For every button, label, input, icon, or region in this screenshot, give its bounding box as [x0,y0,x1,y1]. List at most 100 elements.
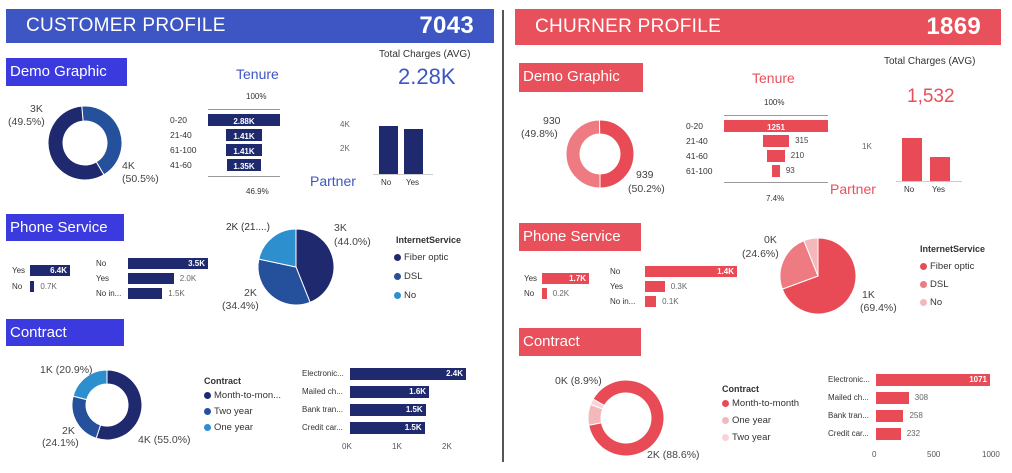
customer-demo-slice-1 [47,105,105,181]
customer-total-charges-label: Total Charges (AVG) [379,49,471,60]
customer-contract-slice-2 [72,369,108,401]
customer-multi-category-1: Yes [96,274,110,283]
customer-internet-legend-label-2: No [404,290,417,301]
customer-partner-axis [373,174,433,175]
customer-phone-value-0: 6.4K [50,266,67,275]
customer-demo-label-a-pct: (49.5%) [8,116,45,128]
churner-contract-legend-label-0: Month-to-month [732,398,800,409]
customer-internet-service-pie-chart [257,228,335,306]
churner-demo-label-a: 930 [543,115,561,127]
churner-contract-legend-label-1: One year [732,415,772,426]
churner-contract-label-top: 0K (8.9%) [555,375,602,387]
customer-contract-label: Contract [6,319,124,346]
churner-payment-value-3: 232 [906,429,921,438]
customer-payment-axis-tick-0: 0K [342,442,352,451]
churner-contract-legend-swatch-0 [722,399,729,407]
churner-payment-category-3: Credit car... [828,429,869,438]
customer-phone-value-1: 0.7K [40,282,57,291]
churner-contract-legend-swatch-2 [722,433,729,441]
churner-contract-slice-0 [588,379,665,457]
churner-payment-bar-2 [876,410,904,422]
churner-internet-service-pie-chart [779,237,857,315]
customer-internet-legend-swatch-1 [394,272,401,280]
customer-internet-label-left-pct: (34.4%) [222,300,259,312]
churner-internet-legend-label-2: No [930,297,943,308]
customer-tenure-bar-3: 1.35K [227,159,261,171]
customer-partner-category-0: No [381,178,392,187]
customer-tenure-value-2: 1.41K [233,147,255,156]
churner-multi-category-2: No in... [610,297,636,306]
churner-phone-service-label: Phone Service [519,223,641,251]
churner-tenure-category-2: 41-60 [686,151,708,161]
customer-internet-label-right-pct: (44.0%) [334,236,371,248]
churner-contract-label: Contract [519,328,641,356]
churner-payment-axis-tick-2: 1000 [982,450,1000,459]
customer-payment-category-2: Bank tran... [302,405,343,414]
customer-tenure-category-1: 21-40 [170,130,192,140]
customer-multi-bar-2 [128,288,163,299]
churner-tenure-category-1: 21-40 [686,136,708,146]
churner-profile-title: CHURNER PROFILE [535,16,722,37]
panel-divider [502,10,504,462]
churner-phone-category-0: Yes [524,274,538,283]
customer-contract-slice-1 [71,395,102,439]
customer-internet-label-left: 2K [244,287,257,299]
churner-partner-title: Partner [830,181,876,197]
churner-payment-category-0: Electronic... [828,375,870,384]
customer-payment-value-3: 1.5K [404,423,422,432]
customer-multi-value-1: 2.0K [179,274,197,283]
customer-internet-legend-swatch-0 [394,253,401,261]
customer-partner-bar-0 [379,125,398,174]
churner-contract-legend-item-2: Two year [722,432,771,443]
customer-payment-axis-tick-1: 1K [392,442,402,451]
customer-multi-value-0: 3.5K [188,259,205,268]
customer-tenure-value-3: 1.35K [233,162,255,171]
customer-contract-legend-swatch-1 [204,407,211,415]
customer-partner-title: Partner [310,173,356,189]
churner-tenure-bar-3 [772,165,780,177]
churner-internet-label-top-pct: (24.6%) [742,248,779,260]
customer-partner-category-1: Yes [406,178,420,187]
churner-tenure-value-2: 210 [790,151,805,160]
churner-internet-legend-title: InternetService [920,244,986,254]
churner-multi-bar-2 [645,296,657,307]
churner-partner-bar-0 [902,137,922,181]
customer-phone-category-0: Yes [12,266,26,275]
churner-phone-category-1: No [524,289,535,298]
customer-tenure-top-pct: 100% [246,92,267,101]
customer-phone-bar-0: 6.4K [30,265,70,276]
customer-contract-label-left: 2K [62,425,75,437]
customer-partner-tick-1: 2K [340,144,350,153]
churner-tenure-bottom-line [724,182,828,183]
churner-total-charges-label: Total Charges (AVG) [884,56,976,67]
churner-internet-legend-swatch-0 [920,262,927,270]
customer-payment-bar-1: 1.6K [350,386,430,398]
churner-tenure-top-line [724,115,828,116]
customer-tenure-bar-0: 2.88K [208,114,280,126]
churner-internet-legend-label-0: Fiber optic [930,261,975,272]
customer-profile-banner: CUSTOMER PROFILE 7043 [6,9,494,43]
churner-internet-label-top: 0K [764,234,777,246]
churner-tenure-bottom-pct: 7.4% [766,194,785,203]
customer-partner-bar-1 [404,128,423,174]
customer-internet-label-right: 3K [334,222,347,234]
churner-internet-legend-item-0: Fiber optic [920,261,974,272]
customer-phone-category-1: No [12,282,23,291]
churner-gender-donut-chart [565,119,635,189]
churner-multi-value-1: 0.3K [670,282,688,291]
churner-tenure-category-3: 61-100 [686,166,713,176]
churner-payment-category-1: Mailed ch... [828,393,869,402]
customer-payment-category-0: Electronic... [302,369,344,378]
customer-tenure-category-2: 61-100 [170,145,197,155]
churner-multi-bar-0: 1.4K [645,266,737,277]
customer-phone-service-label: Phone Service [6,214,124,241]
churner-partner-bar-1 [930,156,950,181]
churner-multi-bar-1 [645,281,665,292]
churner-internet-label-right-pct: (69.4%) [860,302,897,314]
customer-contract-legend-label-1: Two year [214,406,253,417]
churner-contract-label-bottom: 2K (88.6%) [647,449,700,461]
churner-partner-category-0: No [904,185,915,194]
churner-payment-axis-tick-1: 500 [927,450,941,459]
churner-internet-legend-swatch-1 [920,280,927,288]
customer-contract-donut-chart [71,369,143,441]
